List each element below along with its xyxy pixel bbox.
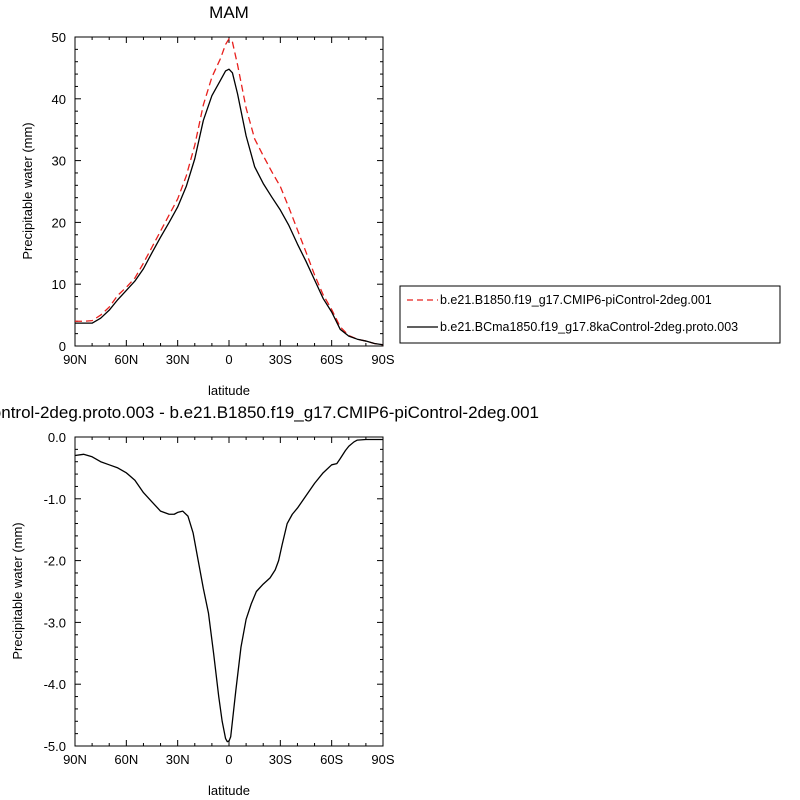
top-y-tick-label: 10	[52, 277, 66, 292]
bottom-y-axis-title: Precipitable water (mm)	[10, 522, 25, 659]
bottom-x-tick-label: 90N	[63, 752, 87, 767]
top-y-axis-title: Precipitable water (mm)	[20, 122, 35, 259]
top-x-tick-label: 60S	[320, 352, 343, 367]
top-x-tick-label: 90N	[63, 352, 87, 367]
legend-box	[399, 285, 781, 344]
bottom-y-tick-label: -3.0	[44, 615, 66, 630]
top-ticks	[74, 36, 384, 347]
top-x-tick-label: 30N	[166, 352, 190, 367]
bottom-plot-frame	[74, 436, 384, 747]
bottom-y-tick-label: -4.0	[44, 677, 66, 692]
bottom-x-tick-labels: 90N 60N 30N 0 30S 60S 90S	[63, 752, 395, 767]
top-x-axis-title: latitude	[208, 383, 250, 398]
top-y-tick-label: 30	[52, 154, 66, 169]
bottom-y-tick-label: -5.0	[44, 739, 66, 754]
bottom-x-axis-title: latitude	[208, 783, 250, 798]
legend-label-1: b.e21.BCma1850.f19_g17.8kaControl-2deg.p…	[440, 320, 738, 334]
bottom-x-tick-label: 60N	[114, 752, 138, 767]
bottom-x-tick-label: 0	[225, 752, 232, 767]
top-y-tick-labels: 0 10 20 30 40 50	[52, 30, 66, 354]
legend: b.e21.B1850.f19_g17.CMIP6-piControl-2deg…	[399, 285, 781, 344]
bottom-y-tick-label: -2.0	[44, 554, 66, 569]
top-y-tick-label: 20	[52, 215, 66, 230]
bottom-panel: g17.8kaControl-2deg.proto.003 - b.e21.B1…	[0, 403, 539, 798]
top-x-tick-label: 30S	[269, 352, 292, 367]
bottom-x-tick-label: 90S	[371, 752, 394, 767]
bottom-x-tick-label: 30N	[166, 752, 190, 767]
top-x-tick-label: 0	[225, 352, 232, 367]
top-series-line-0	[75, 38, 384, 346]
bottom-x-tick-label: 30S	[269, 752, 292, 767]
bottom-y-tick-label: -1.0	[44, 492, 66, 507]
top-plot-frame	[74, 36, 384, 347]
top-x-tick-labels: 90N 60N 30N 0 30S 60S 90S	[63, 352, 395, 367]
bottom-series-lines	[74, 438, 383, 743]
top-series-lines	[75, 38, 384, 346]
bottom-series-line-0	[74, 438, 383, 743]
top-x-tick-label: 60N	[114, 352, 138, 367]
top-series-line-1	[75, 68, 384, 346]
top-x-tick-label: 90S	[371, 352, 394, 367]
bottom-y-tick-labels: 0.0 -1.0 -2.0 -3.0 -4.0 -5.0	[44, 430, 66, 754]
bottom-ticks	[74, 436, 384, 747]
legend-label-0: b.e21.B1850.f19_g17.CMIP6-piControl-2deg…	[440, 293, 712, 307]
bottom-chart-title: g17.8kaControl-2deg.proto.003 - b.e21.B1…	[0, 403, 539, 422]
bottom-x-tick-label: 60S	[320, 752, 343, 767]
top-y-tick-label: 0	[59, 339, 66, 354]
top-y-tick-label: 40	[52, 92, 66, 107]
top-panel: MAM 90N 60N 30N 0 30S 60S 90S 0 10 20 30 40 50 lati…	[20, 3, 395, 398]
bottom-y-tick-label: 0.0	[48, 430, 66, 445]
top-chart-title: MAM	[209, 3, 249, 22]
top-y-tick-label: 50	[52, 30, 66, 45]
